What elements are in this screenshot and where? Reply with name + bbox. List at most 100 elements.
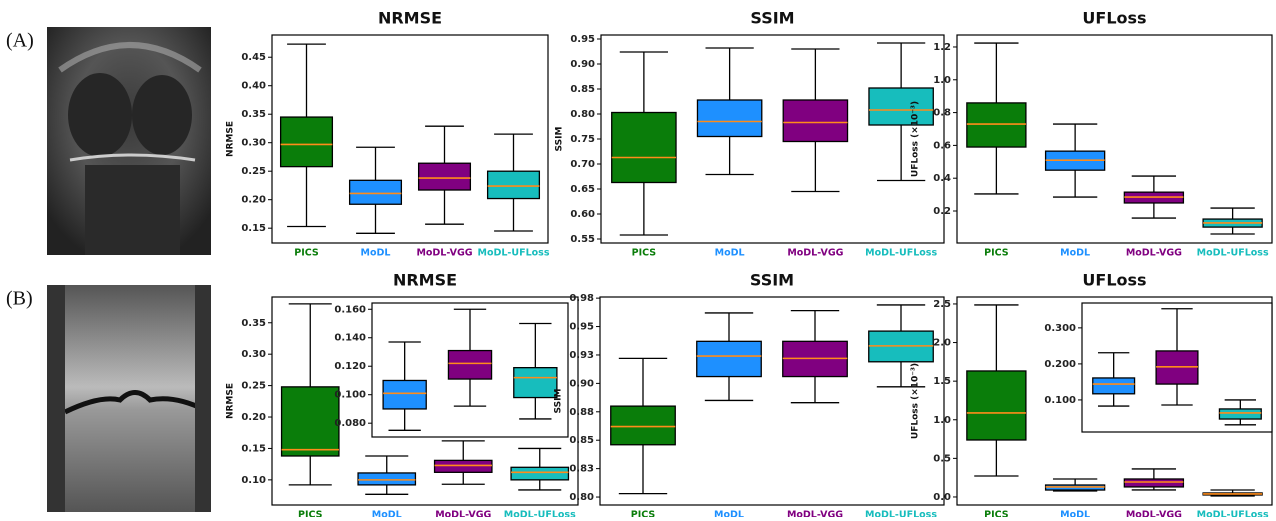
x-tick-label: PICS: [294, 248, 319, 259]
y-tick-label: 0.10: [241, 475, 266, 486]
y-tick-label: 0.15: [241, 443, 266, 454]
y-tick-label: 0.4: [933, 173, 951, 184]
box: [448, 351, 491, 379]
chart-title: UFLoss: [1082, 9, 1146, 28]
x-tick-label: MoDL-UFLoss: [1197, 248, 1269, 259]
box: [967, 103, 1026, 147]
x-tick-label: PICS: [632, 248, 657, 259]
box: [383, 380, 426, 408]
y-tick-label: 0.93: [569, 350, 594, 361]
y-tick-label: 0.88: [569, 407, 594, 418]
y-tick-label: 0.30: [241, 349, 266, 360]
y-tick-label: 0.70: [570, 159, 595, 170]
y-tick-label: 0.5: [933, 453, 951, 464]
y-tick-label: 0.140: [334, 333, 366, 344]
y-tick-label: 0.85: [570, 84, 595, 95]
x-tick-label: MoDL-VGG: [1126, 510, 1182, 518]
y-tick-label: 0.90: [570, 59, 595, 70]
x-tick-label: MoDL-UFLoss: [865, 248, 937, 259]
box: [697, 341, 762, 376]
y-tick-label: 1.0: [933, 75, 951, 86]
x-tick-label: MoDL: [1060, 248, 1090, 259]
y-tick-label: 0.75: [570, 134, 595, 145]
y-tick-label: 0.0: [933, 492, 951, 503]
y-tick-label: 0.200: [1044, 359, 1076, 370]
box: [1093, 378, 1135, 394]
box: [967, 371, 1026, 440]
y-tick-label: 1.0: [933, 415, 951, 426]
y-tick-label: 0.2: [933, 206, 951, 217]
x-tick-label: MoDL-VGG: [1126, 248, 1182, 259]
y-tick-label: 0.45: [241, 52, 266, 63]
x-tick-label: MoDL-VGG: [787, 248, 843, 259]
y-tick-label: 0.15: [241, 223, 266, 234]
y-tick-label: 0.25: [241, 166, 266, 177]
x-tick-label: PICS: [631, 510, 656, 518]
y-tick-label: 0.95: [569, 322, 594, 333]
y-tick-label: 0.6: [933, 140, 951, 151]
x-tick-label: MoDL-UFLoss: [478, 248, 550, 259]
y-tick-label: 0.120: [334, 361, 366, 372]
y-tick-label: 2.0: [933, 338, 951, 349]
box: [419, 163, 471, 190]
y-tick-label: 0.30: [241, 138, 266, 149]
x-tick-label: PICS: [298, 510, 323, 518]
box: [783, 100, 847, 142]
mri-image: [47, 285, 211, 512]
y-tick-label: 0.300: [1044, 323, 1076, 334]
y-tick-label: 0.85: [569, 435, 594, 446]
chart-title: UFLoss: [1082, 271, 1146, 290]
y-axis-label: UFLoss (×10⁻³): [911, 101, 921, 177]
panel-label: (A): [6, 30, 34, 52]
x-tick-label: MoDL-VGG: [435, 510, 491, 518]
plot-frame: [600, 297, 944, 505]
box: [350, 180, 402, 204]
box: [611, 406, 676, 445]
chart-title: NRMSE: [378, 9, 442, 28]
x-tick-label: MoDL: [715, 248, 745, 259]
y-tick-label: 0.080: [334, 418, 366, 429]
y-tick-label: 0.80: [570, 109, 595, 120]
mri-image: [47, 27, 211, 255]
box: [697, 100, 761, 137]
x-tick-label: MoDL: [714, 510, 744, 518]
x-tick-label: MoDL-VGG: [416, 248, 472, 259]
y-tick-label: 0.20: [241, 195, 266, 206]
x-tick-label: PICS: [984, 248, 1009, 259]
y-tick-label: 0.35: [241, 318, 266, 329]
box: [282, 387, 339, 456]
chart-title: NRMSE: [393, 271, 457, 290]
y-tick-label: 0.55: [570, 234, 595, 245]
y-tick-label: 1.2: [933, 42, 951, 53]
x-tick-label: MoDL: [372, 510, 402, 518]
y-axis-label: UFLoss (×10⁻³): [911, 363, 921, 439]
y-axis-label: NRMSE: [226, 383, 236, 419]
x-tick-label: MoDL-UFLoss: [1197, 510, 1269, 518]
y-axis-label: NRMSE: [226, 121, 236, 157]
y-tick-label: 0.95: [570, 34, 595, 45]
box: [869, 88, 933, 125]
box: [358, 473, 415, 485]
figure: (A) (B) NRMSENRMSE0.150.200.250.300.350.…: [0, 0, 1276, 517]
box: [612, 113, 676, 183]
y-tick-label: 0.40: [241, 81, 266, 92]
chart-title: SSIM: [750, 9, 794, 28]
y-axis-label: SSIM: [554, 389, 564, 414]
y-tick-label: 0.8: [933, 108, 951, 119]
x-tick-label: MoDL-VGG: [787, 510, 843, 518]
y-tick-label: 0.100: [334, 390, 366, 401]
y-tick-label: 0.80: [569, 492, 594, 503]
y-tick-label: 0.98: [569, 293, 594, 304]
y-tick-label: 0.25: [241, 381, 266, 392]
box: [281, 117, 333, 167]
x-tick-label: MoDL-UFLoss: [504, 510, 576, 518]
y-tick-label: 0.60: [570, 209, 595, 220]
chart-title: SSIM: [750, 271, 794, 290]
y-tick-label: 0.160: [334, 304, 366, 315]
y-axis-label: SSIM: [555, 127, 565, 152]
box: [488, 171, 540, 198]
x-tick-label: MoDL-UFLoss: [865, 510, 937, 518]
box: [1124, 479, 1183, 487]
x-tick-label: MoDL: [361, 248, 391, 259]
y-tick-label: 2.5: [933, 299, 951, 310]
